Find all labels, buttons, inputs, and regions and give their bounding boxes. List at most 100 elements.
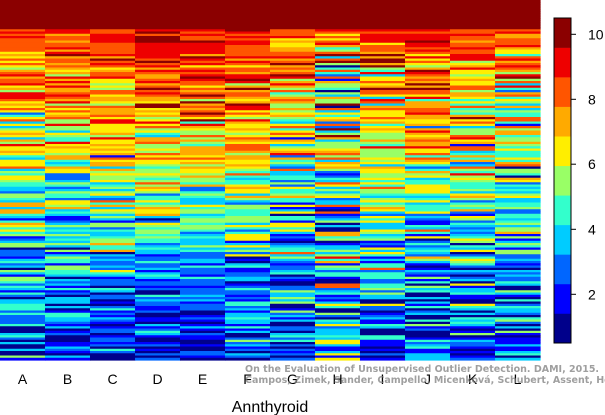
heatmap-cell [450, 301, 496, 305]
heatmap-cell [135, 256, 181, 260]
heatmap-cell [0, 94, 46, 98]
heatmap-cell [225, 123, 271, 127]
heatmap-cell [135, 112, 181, 116]
heatmap-cell [405, 15, 451, 19]
heatmap-cell [360, 112, 406, 116]
heatmap-cell [450, 65, 496, 69]
heatmap-cell [270, 74, 316, 78]
heatmap-cell [405, 193, 451, 197]
heatmap-cell [495, 150, 541, 154]
heatmap-cell [0, 285, 46, 289]
heatmap-cell [495, 294, 541, 298]
heatmap-cell [225, 339, 271, 343]
heatmap-cell [0, 274, 46, 278]
heatmap-cell [495, 245, 541, 249]
heatmap-cell [270, 220, 316, 224]
heatmap-cell [495, 85, 541, 89]
heatmap-cell [450, 256, 496, 260]
heatmap-cell [315, 292, 361, 296]
heatmap-cell [135, 96, 181, 100]
heatmap-cell [225, 36, 271, 39]
heatmap-cell [270, 85, 316, 89]
heatmap-cell [450, 175, 496, 179]
heatmap-cell [405, 227, 451, 231]
heatmap-cell [45, 294, 91, 298]
heatmap-cell [90, 117, 136, 120]
heatmap-cell [405, 243, 451, 246]
heatmap-cell [135, 72, 181, 75]
heatmap-cell [0, 240, 46, 244]
heatmap-cell [180, 18, 226, 21]
heatmap-cell [495, 220, 541, 224]
heatmap-cell [450, 11, 496, 15]
heatmap-cell [225, 348, 271, 352]
heatmap-cell [225, 211, 271, 215]
heatmap-cell [45, 324, 91, 327]
heatmap-cell [90, 69, 136, 73]
heatmap-cell [315, 141, 361, 145]
heatmap-cell [0, 297, 46, 300]
heatmap-cell [0, 189, 46, 192]
heatmap-cell [180, 123, 226, 127]
colorbar-tick-label: 6 [588, 156, 596, 172]
heatmap-cell [225, 301, 271, 305]
heatmap-cell [495, 65, 541, 69]
heatmap-cell [0, 272, 46, 276]
heatmap-cell [135, 69, 181, 73]
heatmap-cell [180, 200, 226, 204]
heatmap-cell [405, 310, 451, 314]
heatmap-cell [45, 245, 91, 249]
heatmap-cell [180, 315, 226, 318]
heatmap-cell [90, 299, 136, 303]
heatmap-cell [0, 132, 46, 136]
heatmap-cell [180, 252, 226, 255]
heatmap-cell [180, 56, 226, 60]
heatmap-cell [45, 310, 91, 314]
heatmap-cell [180, 11, 226, 15]
heatmap-cell [360, 321, 406, 325]
heatmap-cell [270, 279, 316, 282]
heatmap-cell [0, 63, 46, 66]
heatmap-cell [315, 211, 361, 215]
heatmap-cell [450, 121, 496, 125]
heatmap-cell [225, 159, 271, 163]
heatmap-cell [135, 110, 181, 114]
heatmap-cell [315, 267, 361, 271]
heatmap-cell [405, 72, 451, 75]
heatmap-cell [360, 279, 406, 282]
heatmap-cell [360, 198, 406, 201]
heatmap-cell [360, 317, 406, 321]
heatmap-cell [450, 155, 496, 159]
heatmap-cell [405, 153, 451, 156]
heatmap-cell [0, 209, 46, 213]
heatmap-cell [45, 141, 91, 145]
heatmap-cell [405, 247, 451, 251]
heatmap-cell [405, 108, 451, 111]
heatmap-cell [135, 159, 181, 163]
heatmap-cell [0, 202, 46, 206]
heatmap-cell [270, 162, 316, 165]
heatmap-cell [135, 319, 181, 323]
heatmap-cell [180, 20, 226, 24]
heatmap-cell [90, 272, 136, 276]
heatmap-cell [0, 290, 46, 294]
heatmap-cell [450, 51, 496, 55]
heatmap-cell [0, 324, 46, 327]
heatmap-cell [360, 58, 406, 62]
heatmap-cell [0, 265, 46, 269]
heatmap-cell [90, 146, 136, 150]
heatmap-cell [405, 2, 451, 6]
heatmap-cell [90, 31, 136, 35]
heatmap-cell [270, 303, 316, 307]
heatmap-cell [0, 78, 46, 82]
heatmap-cell [225, 216, 271, 219]
heatmap-cell [45, 157, 91, 161]
heatmap-cell [45, 243, 91, 246]
heatmap-cell [0, 56, 46, 60]
heatmap-cell [450, 229, 496, 233]
heatmap-cell [45, 155, 91, 159]
heatmap-cell [90, 227, 136, 231]
heatmap-cell [360, 139, 406, 143]
heatmap-cell [225, 164, 271, 168]
heatmap-cell [405, 31, 451, 35]
